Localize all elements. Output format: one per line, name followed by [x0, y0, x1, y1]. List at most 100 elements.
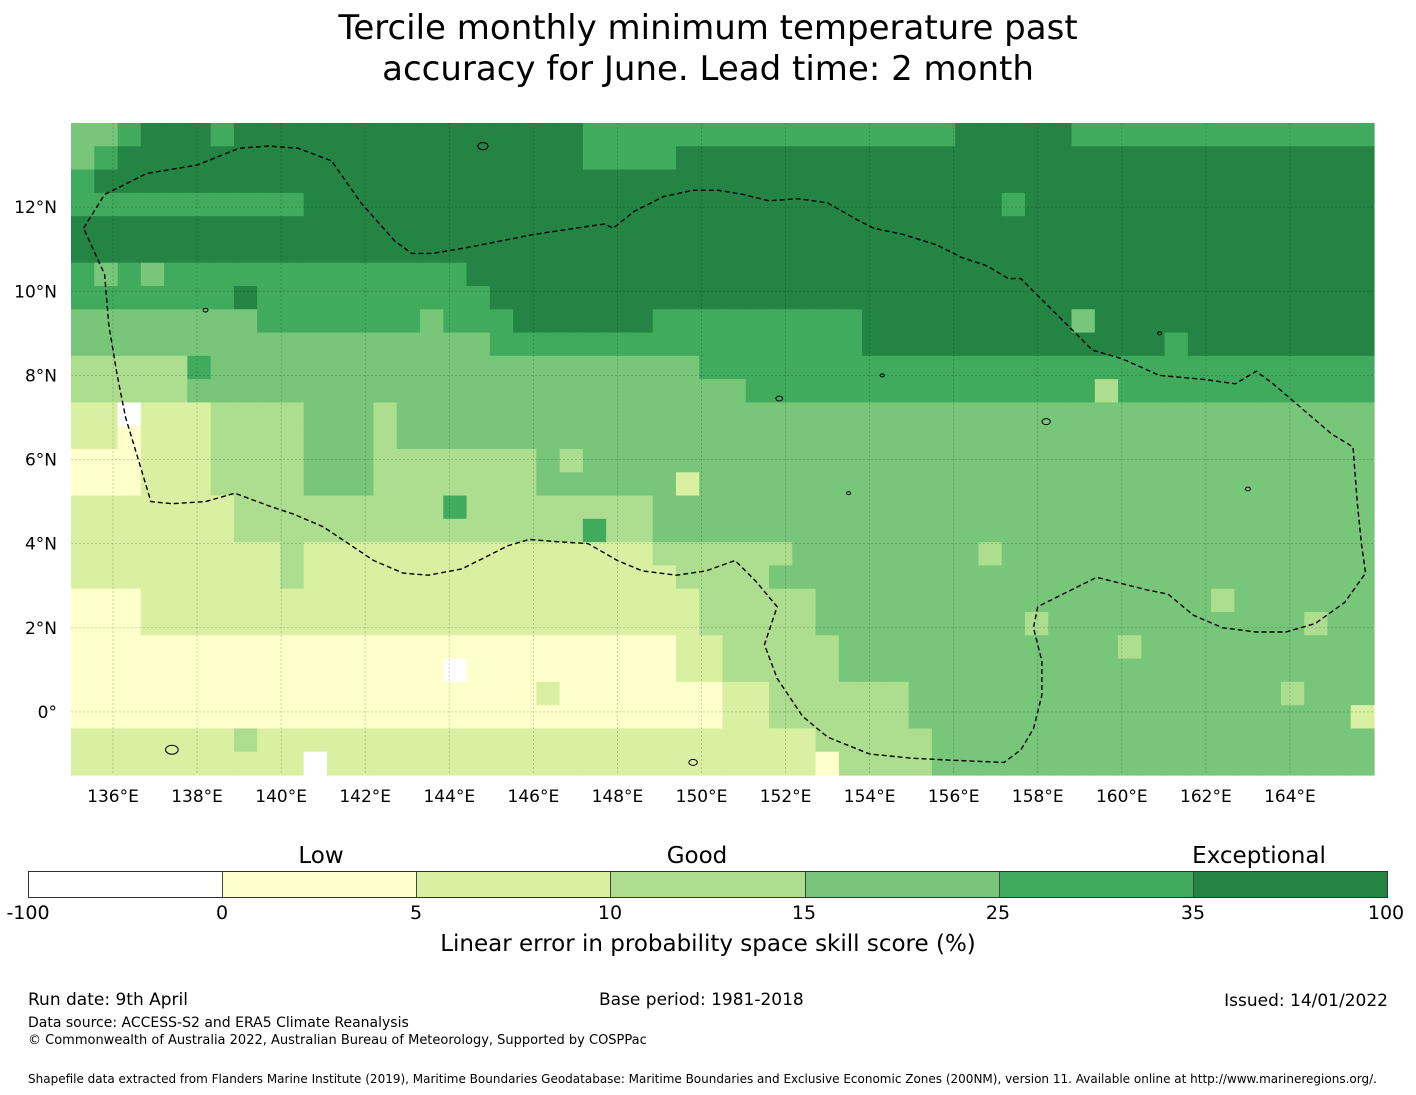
grid-cell [1118, 681, 1142, 706]
grid-cell [955, 542, 980, 567]
grid-cell [489, 309, 514, 334]
grid-cell [210, 192, 235, 217]
grid-cell [1164, 332, 1189, 357]
grid-cell [629, 262, 654, 287]
grid-cell [606, 495, 631, 520]
grid-cell [1118, 449, 1142, 473]
grid-cell [629, 192, 654, 217]
grid-cell [489, 449, 514, 473]
grid-cell [885, 355, 910, 380]
grid-cell [303, 379, 328, 404]
grid-cell [280, 216, 305, 241]
grid-cell [1257, 262, 1282, 287]
grid-cell [210, 518, 235, 543]
grid-cell [1071, 146, 1096, 171]
grid-cell [466, 728, 491, 753]
grid-cell [1211, 332, 1235, 357]
grid-cell [396, 658, 421, 683]
grid-cell [838, 751, 863, 776]
grid-cell [420, 635, 444, 660]
grid-cell [769, 355, 793, 380]
grid-cell [94, 565, 119, 590]
grid-cell [1071, 332, 1096, 357]
grid-cell [1257, 518, 1282, 543]
grid-cell [94, 635, 119, 660]
grid-cell [1141, 355, 1166, 380]
grid-cell [1187, 402, 1212, 427]
grid-cell [536, 612, 561, 636]
grid-cell [140, 612, 165, 636]
grid-cell [489, 425, 514, 450]
grid-cell [559, 472, 584, 497]
grid-cell [303, 286, 328, 310]
grid-cell [396, 681, 421, 706]
grid-cell [838, 705, 863, 730]
grid-cell [373, 472, 398, 497]
grid-cell [1001, 612, 1026, 636]
grid-cell [769, 449, 793, 473]
grid-cell [164, 658, 188, 683]
grid-cell [1048, 681, 1073, 706]
grid-cell [466, 332, 491, 357]
grid-cell [466, 262, 491, 287]
grid-cell [931, 355, 956, 380]
grid-cell [978, 239, 1003, 264]
grid-cell [489, 332, 514, 357]
grid-cell [466, 425, 491, 450]
grid-cell [373, 216, 398, 241]
grid-cell [885, 309, 910, 334]
grid-cell [722, 612, 747, 636]
grid-cell [955, 169, 980, 194]
grid-cell [699, 169, 724, 194]
grid-cell [280, 705, 305, 730]
grid-cell [326, 239, 351, 264]
grid-cell [1211, 192, 1235, 217]
grid-cell [675, 402, 700, 427]
grid-cell [1257, 332, 1282, 357]
grid-cell [1211, 705, 1235, 730]
grid-cell [1118, 402, 1142, 427]
grid-cell [1024, 472, 1049, 497]
grid-cell [443, 123, 468, 147]
grid-cell [862, 705, 886, 730]
grid-cell [1094, 192, 1119, 217]
grid-cell [1304, 658, 1329, 683]
grid-cell [1094, 216, 1119, 241]
grid-cell [233, 123, 258, 147]
grid-cell [1257, 309, 1282, 334]
grid-cell [280, 565, 305, 590]
grid-cell [373, 169, 398, 194]
grid-cell [792, 379, 817, 404]
grid-cell [1141, 216, 1166, 241]
grid-cell [71, 379, 95, 404]
grid-cell [629, 402, 654, 427]
grid-cell [1327, 355, 1352, 380]
grid-cell [303, 565, 328, 590]
grid-cell [536, 449, 561, 473]
grid-cell [838, 518, 863, 543]
grid-cell [606, 123, 631, 147]
grid-cell [536, 751, 561, 776]
grid-cell [559, 425, 584, 450]
grid-cell [443, 681, 468, 706]
grid-cell [1071, 286, 1096, 310]
grid-cell [257, 705, 282, 730]
grid-cell [1048, 705, 1073, 730]
grid-cell [652, 728, 677, 753]
grid-cell [931, 518, 956, 543]
grid-cell [71, 355, 95, 380]
grid-cell [862, 495, 886, 520]
grid-cell [769, 239, 793, 264]
island-outline [845, 491, 852, 496]
grid-cell [1234, 542, 1259, 567]
grid-cell [582, 192, 607, 217]
grid-cell [1164, 635, 1189, 660]
grid-cell [420, 169, 444, 194]
grid-cell [1094, 262, 1119, 287]
grid-cell [210, 751, 235, 776]
grid-cell [326, 588, 351, 613]
grid-cell [792, 449, 817, 473]
grid-cell [955, 612, 980, 636]
grid-cell [1350, 658, 1375, 683]
grid-cell [1094, 728, 1119, 753]
